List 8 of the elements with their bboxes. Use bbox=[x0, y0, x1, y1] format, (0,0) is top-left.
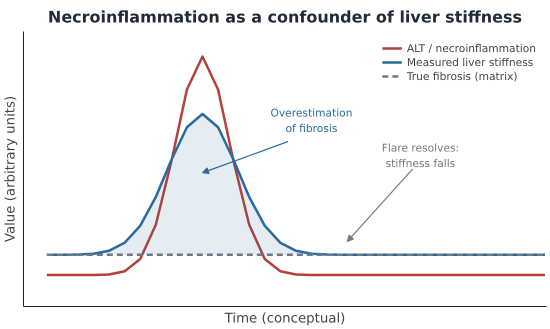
legend-label: True fibrosis (matrix) bbox=[406, 69, 518, 83]
chart-title: Necroinflammation as a confounder of liver stiffness bbox=[48, 8, 522, 26]
legend-label: Measured liver stiffness bbox=[406, 55, 534, 69]
y-axis-title: Value (arbitrary units) bbox=[4, 96, 18, 242]
annotation: Overestimation of fibrosis bbox=[270, 106, 352, 136]
annotation: Flare resolves: stiffness falls bbox=[382, 142, 460, 170]
x-axis-title: Time (conceptual) bbox=[224, 312, 346, 326]
legend-label: ALT / necroinflammation bbox=[406, 41, 536, 55]
